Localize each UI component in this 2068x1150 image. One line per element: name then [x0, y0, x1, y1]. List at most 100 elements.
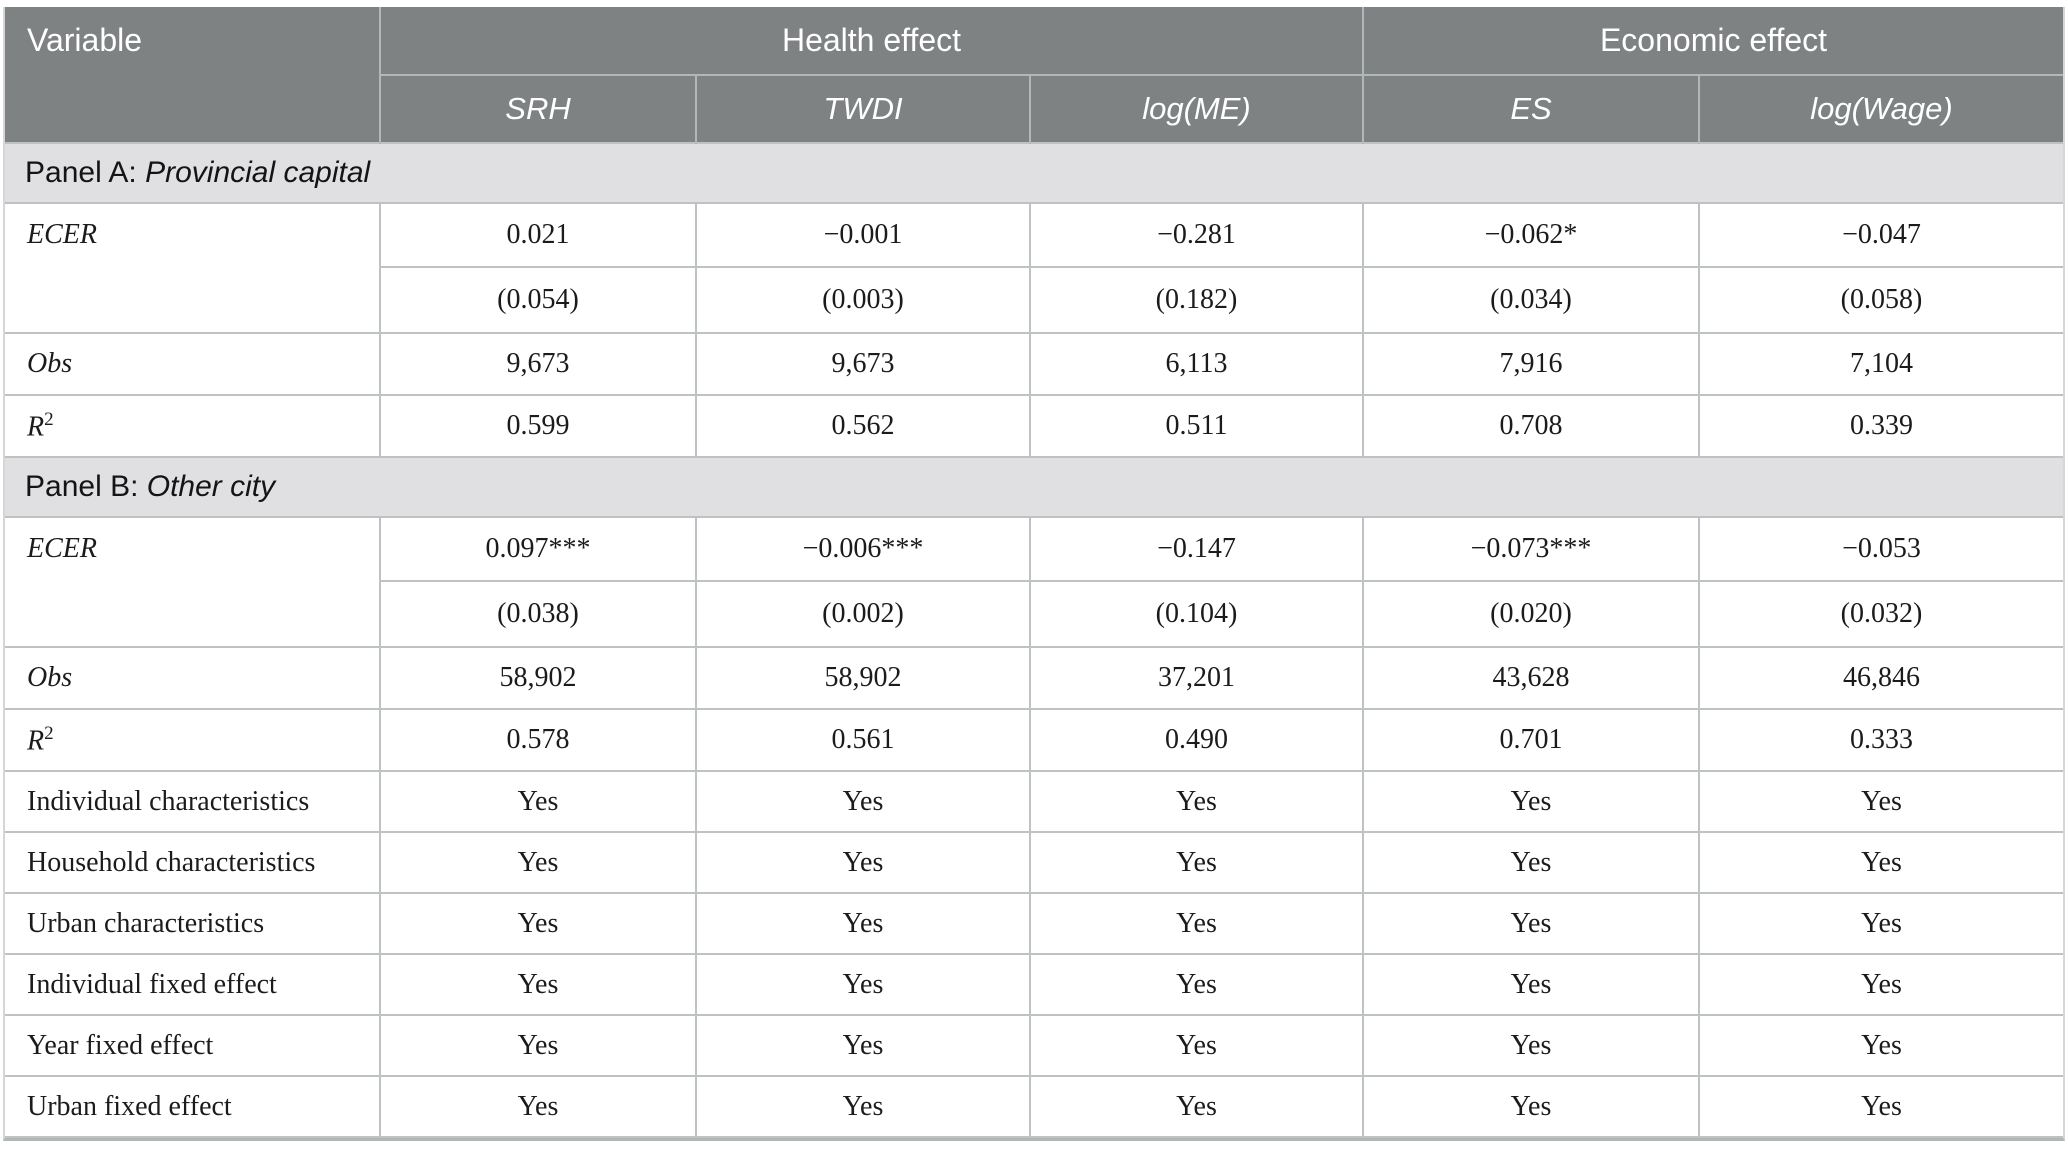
- panel-a-r2-row: R2 0.599 0.562 0.511 0.708 0.339: [5, 394, 2063, 458]
- control-value-cell: Yes: [379, 1014, 697, 1077]
- control-value-cell: Yes: [379, 770, 697, 833]
- regression-table-frame: Variable Health effect Economic effect S…: [3, 7, 2065, 1141]
- control-value-cell: Yes: [695, 1014, 1031, 1077]
- panel-b-prefix: Panel B:: [25, 470, 147, 503]
- control-label: Year fixed effect: [5, 1014, 381, 1077]
- obs-cell: 58,902: [379, 646, 697, 710]
- obs-cell: 58,902: [695, 646, 1031, 710]
- group-header-health-effect: Health effect: [379, 7, 1364, 76]
- panel-a-band: Panel A: Provincial capital: [5, 142, 2063, 204]
- stderr-cell: (0.020): [1362, 580, 1700, 648]
- panel-b-obs-row: Obs 58,902 58,902 37,201 43,628 46,846: [5, 646, 2063, 710]
- r2-cell: 0.708: [1362, 394, 1700, 458]
- control-row-urban-fixed-effect: Urban fixed effect Yes Yes Yes Yes Yes: [5, 1075, 2063, 1138]
- control-row-household-characteristics: Household characteristics Yes Yes Yes Ye…: [5, 831, 2063, 894]
- coef-cell: −0.073***: [1362, 516, 1700, 582]
- r2-cell: 0.701: [1362, 708, 1700, 772]
- r2-cell: 0.562: [695, 394, 1031, 458]
- r2-cell: 0.511: [1029, 394, 1364, 458]
- control-label: Individual fixed effect: [5, 953, 381, 1016]
- control-value-cell: Yes: [1698, 892, 2063, 955]
- obs-cell: 6,113: [1029, 332, 1364, 396]
- stderr-cell: (0.002): [695, 580, 1031, 648]
- panel-a-title: Panel A: Provincial capital: [5, 142, 2063, 204]
- control-value-cell: Yes: [1029, 1014, 1364, 1077]
- stderr-cell: (0.032): [1698, 580, 2063, 648]
- control-value-cell: Yes: [695, 892, 1031, 955]
- control-label: Individual characteristics: [5, 770, 381, 833]
- control-label: Household characteristics: [5, 831, 381, 894]
- panel-b-r2-row: R2 0.578 0.561 0.490 0.701 0.333: [5, 708, 2063, 772]
- obs-cell: 43,628: [1362, 646, 1700, 710]
- r2-label: R2: [5, 394, 381, 458]
- control-value-cell: Yes: [379, 831, 697, 894]
- control-value-cell: Yes: [1362, 1014, 1700, 1077]
- obs-cell: 9,673: [695, 332, 1031, 396]
- obs-cell: 7,104: [1698, 332, 2063, 396]
- coef-cell: −0.281: [1029, 202, 1364, 268]
- stderr-cell: (0.038): [380, 580, 697, 648]
- control-value-cell: Yes: [1029, 892, 1364, 955]
- r2-symbol: R: [27, 411, 45, 443]
- panel-b-band: Panel B: Other city: [5, 456, 2063, 518]
- control-value-cell: Yes: [1362, 1075, 1700, 1138]
- coef-cell: −0.001: [695, 202, 1031, 268]
- panel-a-name: Provincial capital: [145, 156, 371, 189]
- panel-a-coefficient-row: ECER 0.021 −0.001 −0.281 −0.062* −0.047: [5, 202, 2063, 334]
- column-header-es: ES: [1362, 74, 1700, 143]
- r2-cell: 0.333: [1698, 708, 2063, 772]
- stderr-cell: (0.003): [695, 266, 1031, 334]
- panel-b-name: Other city: [146, 470, 276, 503]
- obs-cell: 9,673: [379, 332, 697, 396]
- control-value-cell: Yes: [379, 1075, 697, 1138]
- control-value-cell: Yes: [1698, 953, 2063, 1016]
- control-value-cell: Yes: [1362, 953, 1700, 1016]
- control-value-cell: Yes: [1029, 1075, 1364, 1138]
- panel-a-obs-row: Obs 9,673 9,673 6,113 7,916 7,104: [5, 332, 2063, 396]
- coef-cell: 0.021: [379, 202, 697, 268]
- coef-cell: 0.097***: [379, 516, 697, 582]
- control-value-cell: Yes: [1029, 953, 1364, 1016]
- r2-cell: 0.490: [1029, 708, 1364, 772]
- r2-cell: 0.578: [379, 708, 697, 772]
- r2-symbol: R: [27, 725, 45, 757]
- obs-label: Obs: [5, 332, 381, 396]
- coef-cell: −0.006***: [695, 516, 1031, 582]
- control-label: Urban fixed effect: [5, 1075, 381, 1138]
- column-header-log-wage: log(Wage): [1698, 74, 2063, 143]
- coef-cell: −0.047: [1698, 202, 2063, 268]
- control-value-cell: Yes: [695, 1075, 1031, 1138]
- control-value-cell: Yes: [695, 831, 1031, 894]
- stderr-cell: (0.034): [1362, 266, 1700, 334]
- control-value-cell: Yes: [1698, 1075, 2063, 1138]
- control-value-cell: Yes: [1698, 1014, 2063, 1077]
- panel-a-prefix: Panel A:: [25, 156, 146, 189]
- control-value-cell: Yes: [1029, 770, 1364, 833]
- panel-b-title: Panel B: Other city: [5, 456, 2063, 518]
- panel-b-coefficient-row: ECER 0.097*** −0.006*** −0.147 −0.073***…: [5, 516, 2063, 648]
- r2-superscript: 2: [44, 722, 54, 744]
- control-label: Urban characteristics: [5, 892, 381, 955]
- column-header-log-me: log(ME): [1029, 74, 1364, 143]
- control-value-cell: Yes: [695, 953, 1031, 1016]
- coef-cell: −0.147: [1029, 516, 1364, 582]
- r2-cell: 0.599: [379, 394, 697, 458]
- r2-cell: 0.339: [1698, 394, 2063, 458]
- panel-b-variable-label: ECER: [5, 516, 381, 648]
- stderr-cell: (0.054): [380, 266, 697, 334]
- obs-cell: 46,846: [1698, 646, 2063, 710]
- control-row-year-fixed-effect: Year fixed effect Yes Yes Yes Yes Yes: [5, 1014, 2063, 1077]
- control-value-cell: Yes: [1029, 831, 1364, 894]
- control-value-cell: Yes: [695, 770, 1031, 833]
- coef-cell: −0.062*: [1362, 202, 1700, 268]
- obs-label: Obs: [5, 646, 381, 710]
- control-value-cell: Yes: [1362, 892, 1700, 955]
- column-header-twdi: TWDI: [695, 74, 1031, 143]
- panel-b-stderr-row: (0.038) (0.002) (0.104) (0.020) (0.032): [5, 580, 2063, 648]
- control-value-cell: Yes: [1698, 831, 2063, 894]
- control-value-cell: Yes: [379, 953, 697, 1016]
- r2-superscript: 2: [44, 408, 54, 430]
- panel-a-variable-label: ECER: [5, 202, 381, 334]
- header-column-row: SRH TWDI log(ME) ES log(Wage): [5, 74, 2063, 143]
- control-row-individual-characteristics: Individual characteristics Yes Yes Yes Y…: [5, 770, 2063, 833]
